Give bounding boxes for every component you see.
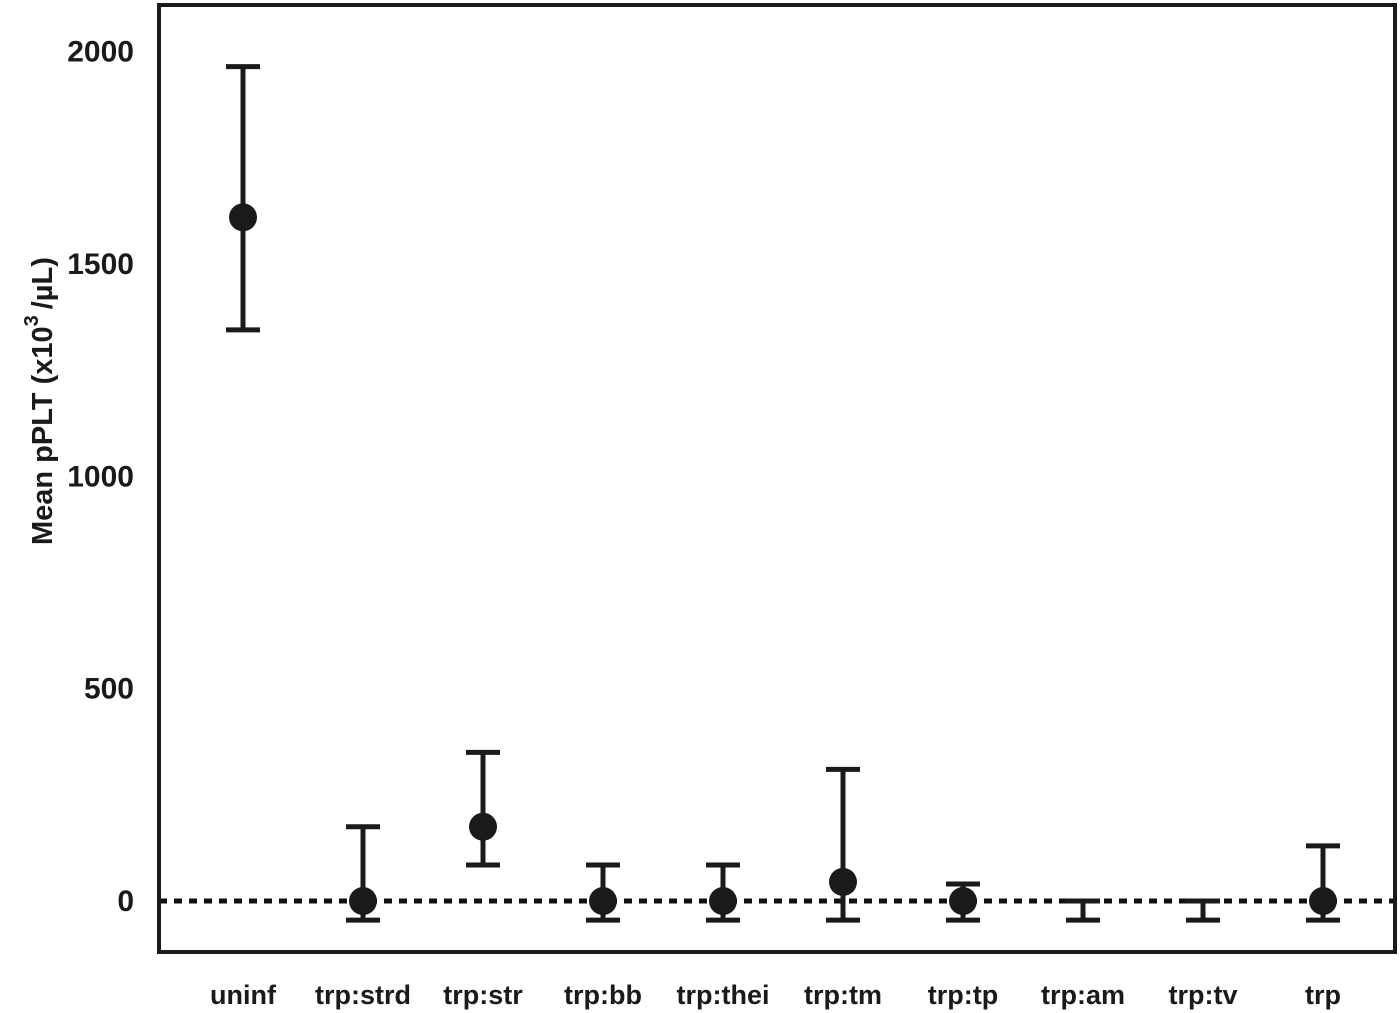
x-tick-label-trp:tp: trp:tp xyxy=(928,980,998,1010)
plot-frame xyxy=(157,3,1397,954)
point-trp:strd xyxy=(349,887,377,916)
x-tick-label-trp:bb: trp:bb xyxy=(564,980,642,1010)
y-axis-label-main: Mean pPLT (x10 xyxy=(27,326,59,545)
x-tick-label-trp:tm: trp:tm xyxy=(804,980,882,1010)
y-tick-label-2000: 2000 xyxy=(67,36,134,69)
point-trp:thei xyxy=(709,887,737,916)
x-tick-label-uninf: uninf xyxy=(210,980,277,1010)
x-tick-label-trp:strd: trp:strd xyxy=(315,980,411,1010)
x-tick-label-trp:thei: trp:thei xyxy=(677,980,770,1010)
x-tick-label-trp:am: trp:am xyxy=(1041,980,1125,1010)
point-trp:tp xyxy=(949,887,977,916)
point-trp:str xyxy=(469,812,497,841)
y-tick-label-1000: 1000 xyxy=(67,460,134,493)
point-trp xyxy=(1309,887,1337,916)
x-tick-labels: uninf trp:strd trp:str trp:bb trp:thei trp:tm… xyxy=(210,980,1341,1010)
y-tick-label-0: 0 xyxy=(117,885,134,918)
x-tick-label-trp:str: trp:str xyxy=(443,980,523,1010)
point-trp:tm xyxy=(829,867,857,896)
y-axis-label: Mean pPLT (x103/µL) xyxy=(21,257,59,545)
y-axis-label-unit: /µL) xyxy=(27,257,59,309)
x-tick-label-trp: trp xyxy=(1305,980,1341,1010)
point-trp:bb xyxy=(589,887,617,916)
plot-marks xyxy=(159,64,1395,923)
point-uninf xyxy=(229,203,257,232)
y-axis-label-sup: 3 xyxy=(21,315,43,326)
y-tick-labels: 0 500 1000 1500 2000 xyxy=(67,36,134,918)
y-tick-label-1500: 1500 xyxy=(67,248,134,281)
x-tick-label-trp:tv: trp:tv xyxy=(1169,980,1238,1010)
y-tick-label-500: 500 xyxy=(84,673,134,706)
